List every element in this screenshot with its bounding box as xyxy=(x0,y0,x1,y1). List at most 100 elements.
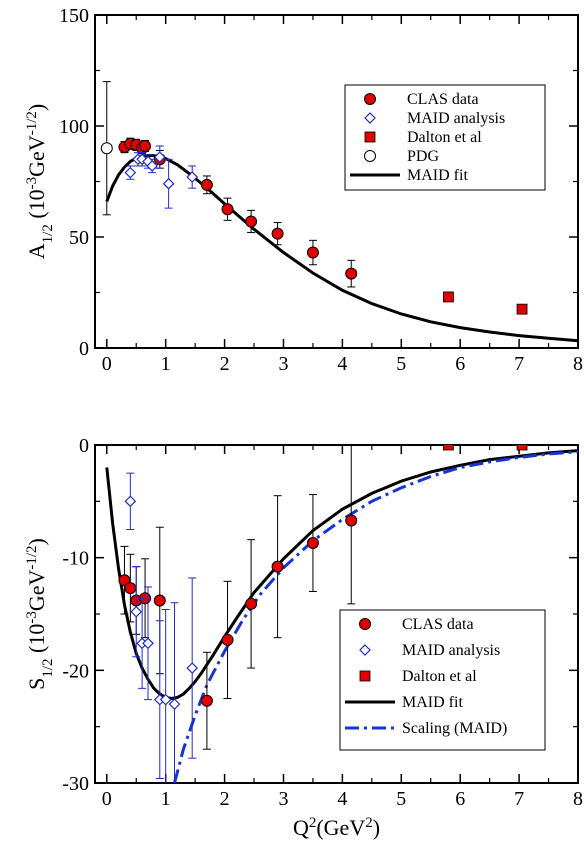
data-point-clas-data xyxy=(124,582,137,595)
data-point-maid-analysis xyxy=(162,177,175,190)
y-axis-exp2: -1/2 xyxy=(24,545,40,569)
y-axis-close: ) xyxy=(24,538,49,545)
legend-label: MAID fit xyxy=(407,167,468,184)
data-point-clas-data xyxy=(118,574,131,587)
data-point-dalton-et-al xyxy=(443,445,454,451)
data-point-clas-data xyxy=(221,633,234,646)
legend-label: CLAS data xyxy=(407,91,479,108)
x-tick-label: 0 xyxy=(102,788,112,810)
y-axis-main: A xyxy=(24,243,49,259)
y-axis-exp1: -3 xyxy=(24,611,40,624)
legend-label: MAID analysis xyxy=(402,642,500,659)
legend-label: MAID fit xyxy=(402,694,463,711)
data-point-clas-data xyxy=(200,178,213,191)
data-point-maid-analysis xyxy=(146,160,158,172)
a-half-chart: 0 1 2 3 4 5 6 7 8 0 50 100 150 A1/2 (10-3GeV-1/2) CLAS… xyxy=(24,5,583,375)
data-point-maid-analysis xyxy=(159,693,172,706)
y-axis-main: S xyxy=(24,678,49,690)
x-axis-unit: (GeV xyxy=(316,815,365,840)
x-tick-label: 3 xyxy=(278,353,288,375)
x-tick-label: 7 xyxy=(514,353,524,375)
x-tick-label: 3 xyxy=(278,788,288,810)
y-axis-close: ) xyxy=(24,104,49,111)
y-axis-exp1: -3 xyxy=(24,177,40,190)
data-point-dalton-et-al xyxy=(516,303,528,315)
x-tick-label: 5 xyxy=(396,353,406,375)
y-axis-mid: GeV xyxy=(24,569,49,611)
y-tick-label: -30 xyxy=(62,773,89,795)
x-axis-title: Q2(GeV2) xyxy=(293,815,380,840)
y-axis-title: S1/2 (10-3GeV-1/2) xyxy=(24,538,56,690)
data-point-pdg xyxy=(100,142,113,155)
legend: CLAS data MAID analysis Dalton et al MAID f… xyxy=(339,609,546,751)
x-tick-label: 8 xyxy=(573,353,583,375)
x-axis-close: ) xyxy=(373,815,380,840)
legend-marker xyxy=(359,644,371,656)
x-tick-label: 6 xyxy=(455,353,465,375)
series-line-scaling-maid- xyxy=(173,450,578,783)
data-point-dalton-et-al xyxy=(443,291,454,303)
legend: CLAS data MAID analysis Dalton et al PDG MAI… xyxy=(344,84,546,191)
y-axis-sub: 1/2 xyxy=(40,224,56,243)
x-tick-label: 1 xyxy=(161,353,171,375)
data-point-clas-data xyxy=(271,560,284,573)
data-point-maid-analysis xyxy=(153,151,166,163)
y-tick-label: 0 xyxy=(79,338,89,360)
data-point-clas-data xyxy=(306,537,319,550)
y-tick-label: 150 xyxy=(59,5,89,27)
data-point-maid-analysis xyxy=(124,166,137,179)
legend-box xyxy=(344,84,546,191)
legend-marker xyxy=(359,670,371,682)
y-axis-title: A1/2 (10-3GeV-1/2) xyxy=(24,104,56,259)
x-tick-label: 1 xyxy=(161,788,171,810)
data-point-maid-analysis xyxy=(186,171,199,183)
data-point-maid-analysis xyxy=(168,698,181,710)
legend-label: CLAS data xyxy=(402,616,474,633)
data-point-clas-data xyxy=(221,203,234,216)
y-axis-unit: (10 xyxy=(24,189,49,224)
y-tick-label: 0 xyxy=(79,435,89,457)
y-axis-sub: 1/2 xyxy=(40,658,56,677)
legend-label: PDG xyxy=(407,148,439,165)
data-point-clas-data xyxy=(153,594,166,607)
data-point-dalton-et-al xyxy=(516,445,528,451)
legend-label: Dalton et al xyxy=(402,668,477,685)
legend-marker xyxy=(359,618,371,630)
x-tick-label: 4 xyxy=(337,353,347,375)
legend-marker xyxy=(364,112,376,124)
legend-label: Scaling (MAID) xyxy=(402,720,507,737)
legend-marker xyxy=(364,93,376,105)
y-tick-label: -10 xyxy=(62,548,89,570)
x-axis-main: Q xyxy=(293,815,309,840)
x-tick-label: 5 xyxy=(396,788,406,810)
x-axis-unit-exp: 2 xyxy=(365,815,373,831)
x-tick-label: 4 xyxy=(337,788,347,810)
x-tick-label: 0 xyxy=(102,353,112,375)
data-point-clas-data xyxy=(271,227,284,240)
data-point-clas-data xyxy=(245,215,258,228)
data-point-maid-analysis xyxy=(142,637,154,650)
data-point-clas-data xyxy=(200,694,213,707)
data-point-maid-analysis xyxy=(130,605,143,618)
y-axis-exp2: -1/2 xyxy=(24,111,40,135)
data-point-maid-analysis xyxy=(124,495,137,508)
legend-label: MAID analysis xyxy=(407,110,505,127)
y-axis-unit: (10 xyxy=(24,624,49,659)
y-axis-mid: GeV xyxy=(24,135,49,177)
x-tick-label: 2 xyxy=(220,788,230,810)
x-tick-label: 6 xyxy=(455,788,465,810)
legend-marker xyxy=(364,131,376,143)
y-tick-label: 100 xyxy=(59,116,89,138)
data-point-clas-data xyxy=(345,514,358,527)
y-tick-label: -20 xyxy=(62,660,89,682)
x-tick-label: 8 xyxy=(573,788,583,810)
data-point-clas-data xyxy=(245,597,258,610)
data-point-maid-analysis xyxy=(186,662,199,674)
x-axis-exp: 2 xyxy=(309,815,317,831)
data-point-clas-data xyxy=(345,267,358,280)
series-line-maid-fit xyxy=(105,449,578,701)
x-tick-label: 7 xyxy=(514,788,524,810)
legend-marker xyxy=(364,150,376,162)
